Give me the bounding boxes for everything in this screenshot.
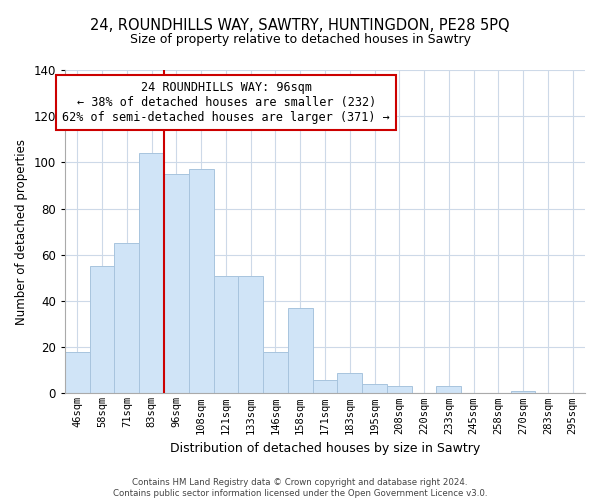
Bar — [90, 266, 115, 394]
Text: Contains HM Land Registry data © Crown copyright and database right 2024.
Contai: Contains HM Land Registry data © Crown c… — [113, 478, 487, 498]
Bar — [164, 174, 189, 394]
Text: 24 ROUNDHILLS WAY: 96sqm
← 38% of detached houses are smaller (232)
62% of semi-: 24 ROUNDHILLS WAY: 96sqm ← 38% of detach… — [62, 82, 390, 124]
Bar — [362, 384, 387, 394]
Y-axis label: Number of detached properties: Number of detached properties — [15, 138, 28, 324]
Bar — [214, 276, 238, 394]
Bar — [238, 276, 263, 394]
Bar — [189, 170, 214, 394]
Bar — [436, 386, 461, 394]
Bar — [139, 153, 164, 394]
Bar — [115, 243, 139, 394]
Bar — [387, 386, 412, 394]
Bar — [263, 352, 288, 394]
Text: Size of property relative to detached houses in Sawtry: Size of property relative to detached ho… — [130, 32, 470, 46]
Bar — [511, 391, 535, 394]
X-axis label: Distribution of detached houses by size in Sawtry: Distribution of detached houses by size … — [170, 442, 480, 455]
Bar — [288, 308, 313, 394]
Bar — [65, 352, 90, 394]
Text: 24, ROUNDHILLS WAY, SAWTRY, HUNTINGDON, PE28 5PQ: 24, ROUNDHILLS WAY, SAWTRY, HUNTINGDON, … — [90, 18, 510, 32]
Bar — [337, 372, 362, 394]
Bar — [313, 380, 337, 394]
